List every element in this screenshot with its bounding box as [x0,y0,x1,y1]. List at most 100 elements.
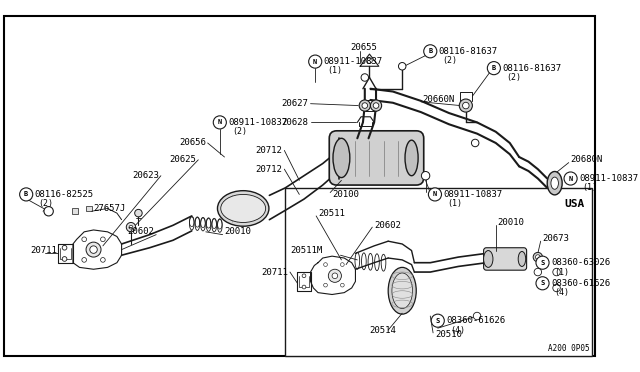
Text: S: S [540,280,545,286]
Text: 20511M: 20511M [290,246,322,255]
Circle shape [100,257,105,262]
Text: B: B [428,48,433,54]
Text: 08116-82525: 08116-82525 [35,190,93,199]
Text: 08360-61626: 08360-61626 [551,279,610,288]
Circle shape [361,74,369,81]
Text: S: S [540,260,545,266]
Bar [72,208,77,214]
Circle shape [86,242,101,257]
Text: 20655: 20655 [351,43,378,52]
Text: B: B [492,65,496,71]
Ellipse shape [388,267,416,314]
Circle shape [82,257,86,262]
Circle shape [536,277,549,290]
Circle shape [213,116,227,129]
Text: S: S [436,318,440,324]
Text: 20628: 20628 [282,118,308,127]
Text: 20511: 20511 [318,209,345,218]
Circle shape [340,283,344,287]
Circle shape [428,188,442,201]
Text: USA: USA [564,199,584,209]
Text: 08116-81637: 08116-81637 [502,64,561,73]
Circle shape [324,283,328,287]
Circle shape [534,268,541,276]
Text: N: N [313,59,317,65]
Circle shape [533,253,543,262]
Text: 08911-10837: 08911-10837 [444,190,502,199]
Circle shape [62,246,67,250]
Text: 20680N: 20680N [571,155,603,164]
Text: (4): (4) [450,326,465,334]
Circle shape [302,274,306,278]
FancyBboxPatch shape [329,131,424,185]
Circle shape [371,100,381,111]
Text: (1): (1) [447,199,462,208]
Circle shape [472,139,479,147]
Text: 20711: 20711 [261,267,288,276]
Text: 20010: 20010 [225,227,252,236]
Text: 20656: 20656 [179,138,206,147]
Text: 20602: 20602 [374,221,401,230]
Ellipse shape [484,250,493,267]
Text: 20100: 20100 [332,190,359,199]
Circle shape [399,62,406,70]
Circle shape [90,246,97,253]
Circle shape [373,103,379,108]
Circle shape [367,58,372,64]
Text: 08911-10837: 08911-10837 [228,118,287,127]
Circle shape [553,268,560,276]
Circle shape [421,171,430,180]
Circle shape [362,103,367,108]
Text: 08911-10837: 08911-10837 [579,174,638,183]
Ellipse shape [518,251,525,266]
Circle shape [20,188,33,201]
Circle shape [328,269,341,282]
Ellipse shape [221,195,266,222]
Text: N: N [218,119,222,125]
Text: 20711: 20711 [30,246,57,255]
Text: (1): (1) [583,183,598,192]
Circle shape [134,209,142,217]
Text: (2): (2) [38,199,53,208]
Text: 20660N: 20660N [423,94,455,103]
Circle shape [359,100,371,111]
Bar [285,188,592,356]
Text: (2): (2) [506,73,521,82]
FancyBboxPatch shape [484,248,527,270]
Text: 20712: 20712 [255,146,282,155]
Ellipse shape [218,191,269,226]
Text: (2): (2) [442,56,458,65]
Circle shape [536,255,540,259]
Circle shape [399,63,406,70]
Text: 20627: 20627 [282,99,308,108]
Circle shape [463,102,469,109]
Circle shape [62,257,67,261]
Circle shape [44,206,53,216]
Circle shape [422,172,429,179]
Ellipse shape [392,273,413,308]
Text: 20010: 20010 [498,218,525,227]
Circle shape [474,312,481,320]
Text: 08360-63026: 08360-63026 [551,258,610,267]
Circle shape [564,172,577,185]
Text: 20602: 20602 [127,227,154,236]
Circle shape [340,263,344,266]
Ellipse shape [405,140,418,176]
Text: A200 0P05: A200 0P05 [548,344,589,353]
Circle shape [302,285,306,289]
Text: 08360-61626: 08360-61626 [446,316,506,325]
Text: 08116-81637: 08116-81637 [438,47,498,56]
Circle shape [129,225,133,229]
Circle shape [82,237,86,242]
Text: (1): (1) [555,267,570,276]
Text: 20514: 20514 [369,326,396,334]
Text: 20625: 20625 [170,155,196,164]
Circle shape [536,256,549,269]
Circle shape [424,45,437,58]
Text: (1): (1) [328,67,342,76]
Text: B: B [24,192,28,198]
Circle shape [308,55,322,68]
Bar [86,206,92,211]
Text: 20510: 20510 [435,330,462,339]
Text: 27657J: 27657J [93,204,126,213]
